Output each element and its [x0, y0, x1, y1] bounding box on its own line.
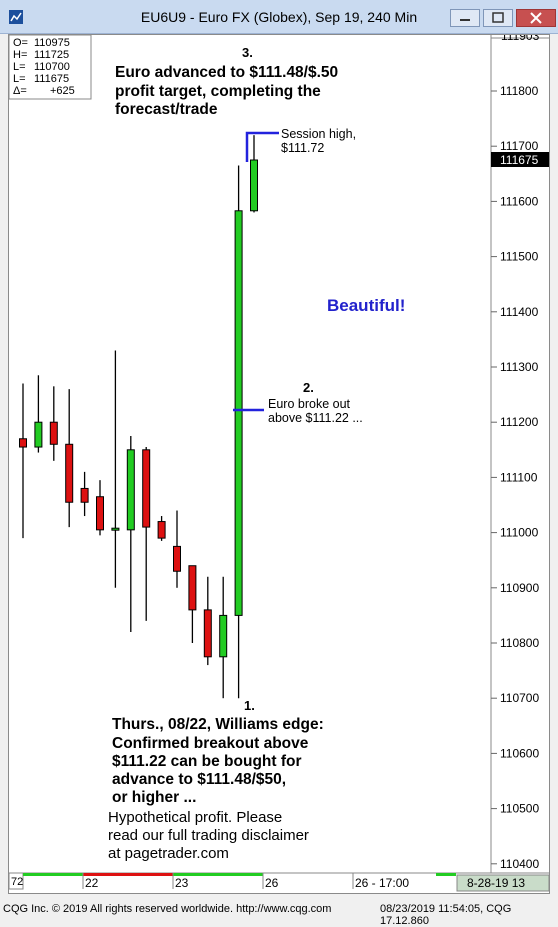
- minimize-icon: [460, 19, 470, 21]
- current-price-label: 111675: [500, 153, 539, 167]
- annotation-1-line: or higher ...: [112, 789, 196, 806]
- time-axis: 72 22 23 26 26 - 17:00 8-28-19 13: [8, 872, 550, 892]
- session-high-text: $111.72: [281, 141, 324, 155]
- annotation-3-line: Euro advanced to $111.48/$.50: [115, 64, 338, 81]
- candle-body-up[interactable]: [111, 527, 120, 531]
- price-axis-label: 111600: [500, 194, 539, 208]
- current-price-marker: [491, 152, 549, 167]
- price-axis-label: 111800: [500, 84, 539, 98]
- price-axis-label: 111700: [500, 139, 539, 153]
- breakout-number: 2.: [303, 380, 314, 395]
- ohlc-label: H=: [13, 49, 27, 61]
- footer-bar: CQG Inc. © 2019 All rights reserved worl…: [0, 899, 558, 927]
- price-axis-label: 111500: [500, 250, 539, 264]
- time-axis-label: 26: [265, 876, 279, 890]
- ohlc-label: Δ=: [13, 85, 27, 97]
- price-axis-label: 111000: [500, 526, 539, 540]
- session-band: [173, 873, 263, 876]
- candle-body-down[interactable]: [19, 438, 27, 448]
- candle-body-up[interactable]: [234, 210, 243, 616]
- price-axis-label: 110900: [500, 581, 539, 595]
- chart-frame: O= 110975 H= 111725 L= 110700 L= 111675 …: [8, 29, 550, 894]
- candle-body-down[interactable]: [49, 421, 58, 445]
- ohlc-value: +625: [50, 85, 75, 97]
- breakout-text: above $111.22 ...: [268, 411, 363, 425]
- price-axis-label: 111100: [500, 470, 538, 484]
- maximize-button[interactable]: [483, 9, 513, 27]
- price-axis-label: 110700: [500, 691, 539, 705]
- price-axis-label: 111400: [500, 305, 539, 319]
- annotation-1-line: advance to $111.48/$50,: [112, 771, 286, 788]
- candle-body-down[interactable]: [157, 521, 166, 539]
- session-band: [83, 873, 173, 876]
- ohlc-value: 111725: [34, 49, 69, 61]
- close-button[interactable]: [516, 9, 556, 27]
- ohlc-label: L=: [13, 61, 26, 73]
- breakout-text: Euro broke out: [268, 397, 351, 411]
- time-axis-right-label: 8-28-19 13: [467, 876, 525, 890]
- time-axis-left-label: 72: [11, 876, 23, 888]
- candle-body-up[interactable]: [219, 614, 228, 658]
- candle-body-down[interactable]: [203, 609, 212, 658]
- price-axis-label: 110400: [500, 857, 539, 871]
- footer-timestamp: 08/23/2019 11:54:05, CQG 17.12.860: [380, 903, 512, 927]
- price-axis-label: 111300: [500, 360, 539, 374]
- annotation-1-number: 1.: [244, 698, 255, 713]
- session-high-annotation: Session high, $111.72: [245, 127, 356, 162]
- app-icon: [9, 10, 23, 24]
- annotation-1-line: $111.22 can be bought for: [112, 753, 302, 770]
- price-axis-top-label: 111903: [501, 35, 540, 43]
- annotation-3-number: 3.: [242, 45, 253, 60]
- session-high-pointer: [245, 131, 279, 162]
- window-title: EU6U9 - Euro FX (Globex), Sep 19, 240 Mi…: [140, 9, 418, 25]
- annotation-3-line: forecast/trade: [115, 101, 218, 118]
- price-axis-label: 110800: [500, 636, 539, 650]
- ohlc-readout: O= 110975 H= 111725 L= 110700 L= 111675 …: [8, 34, 92, 100]
- candle-body-up[interactable]: [126, 449, 135, 531]
- annotation-3: 3. Euro advanced to $111.48/$.50 profit …: [115, 45, 338, 118]
- candle-body-down[interactable]: [65, 443, 74, 503]
- candle-body-down[interactable]: [142, 449, 151, 528]
- candle-body-down[interactable]: [80, 487, 89, 503]
- session-band: [23, 873, 83, 876]
- candle-body-down[interactable]: [96, 496, 104, 531]
- disclaimer-line: read our full trading disclaimer: [108, 827, 309, 844]
- annotation-3-line: profit target, completing the: [115, 83, 321, 100]
- footer-copyright: CQG Inc. © 2019 All rights reserved worl…: [3, 903, 332, 915]
- time-axis-label: 23: [175, 876, 189, 890]
- disclaimer: Hypothetical profit. Please read our ful…: [108, 809, 309, 862]
- ohlc-value: 111675: [34, 73, 69, 85]
- annotation-1-line: Confirmed breakout above: [112, 735, 309, 752]
- disclaimer-line: at pagetrader.com: [108, 845, 229, 862]
- beautiful-label: Beautiful!: [327, 296, 405, 315]
- time-axis-label: 22: [85, 876, 99, 890]
- annotation-1-line: Thurs., 08/22, Williams edge:: [112, 716, 324, 733]
- candlestick-chart[interactable]: O= 110975 H= 111725 L= 110700 L= 111675 …: [8, 29, 550, 893]
- disclaimer-line: Hypothetical profit. Please: [108, 809, 282, 826]
- minimize-button[interactable]: [450, 9, 480, 27]
- ohlc-label: L=: [13, 73, 26, 85]
- candles-group: [19, 135, 258, 699]
- breakout-annotation: 2. Euro broke out above $111.22 ...: [233, 380, 363, 425]
- ohlc-label: O=: [13, 37, 28, 49]
- candle-body-down[interactable]: [188, 565, 197, 611]
- price-axis: 111903 111800 111700 111600 111500 111400 111…: [491, 29, 549, 871]
- window-titlebar: EU6U9 - Euro FX (Globex), Sep 19, 240 Mi…: [0, 0, 558, 34]
- price-axis-label: 111200: [500, 415, 539, 429]
- annotation-1: 1. Thurs., 08/22, Williams edge: Confirm…: [112, 698, 324, 806]
- candle-body-down[interactable]: [173, 545, 181, 572]
- session-high-text: Session high,: [281, 127, 356, 141]
- close-icon: [530, 12, 542, 24]
- price-axis-label: 110600: [500, 746, 539, 760]
- price-axis-label: 110500: [500, 802, 539, 816]
- session-band: [436, 873, 456, 876]
- time-axis-label: 26 - 17:00: [355, 876, 409, 890]
- candle-body-up[interactable]: [34, 421, 43, 448]
- ohlc-value: 110700: [34, 61, 70, 73]
- ohlc-value: 110975: [34, 37, 70, 49]
- candle-body-up[interactable]: [250, 159, 258, 212]
- maximize-icon: [492, 12, 504, 23]
